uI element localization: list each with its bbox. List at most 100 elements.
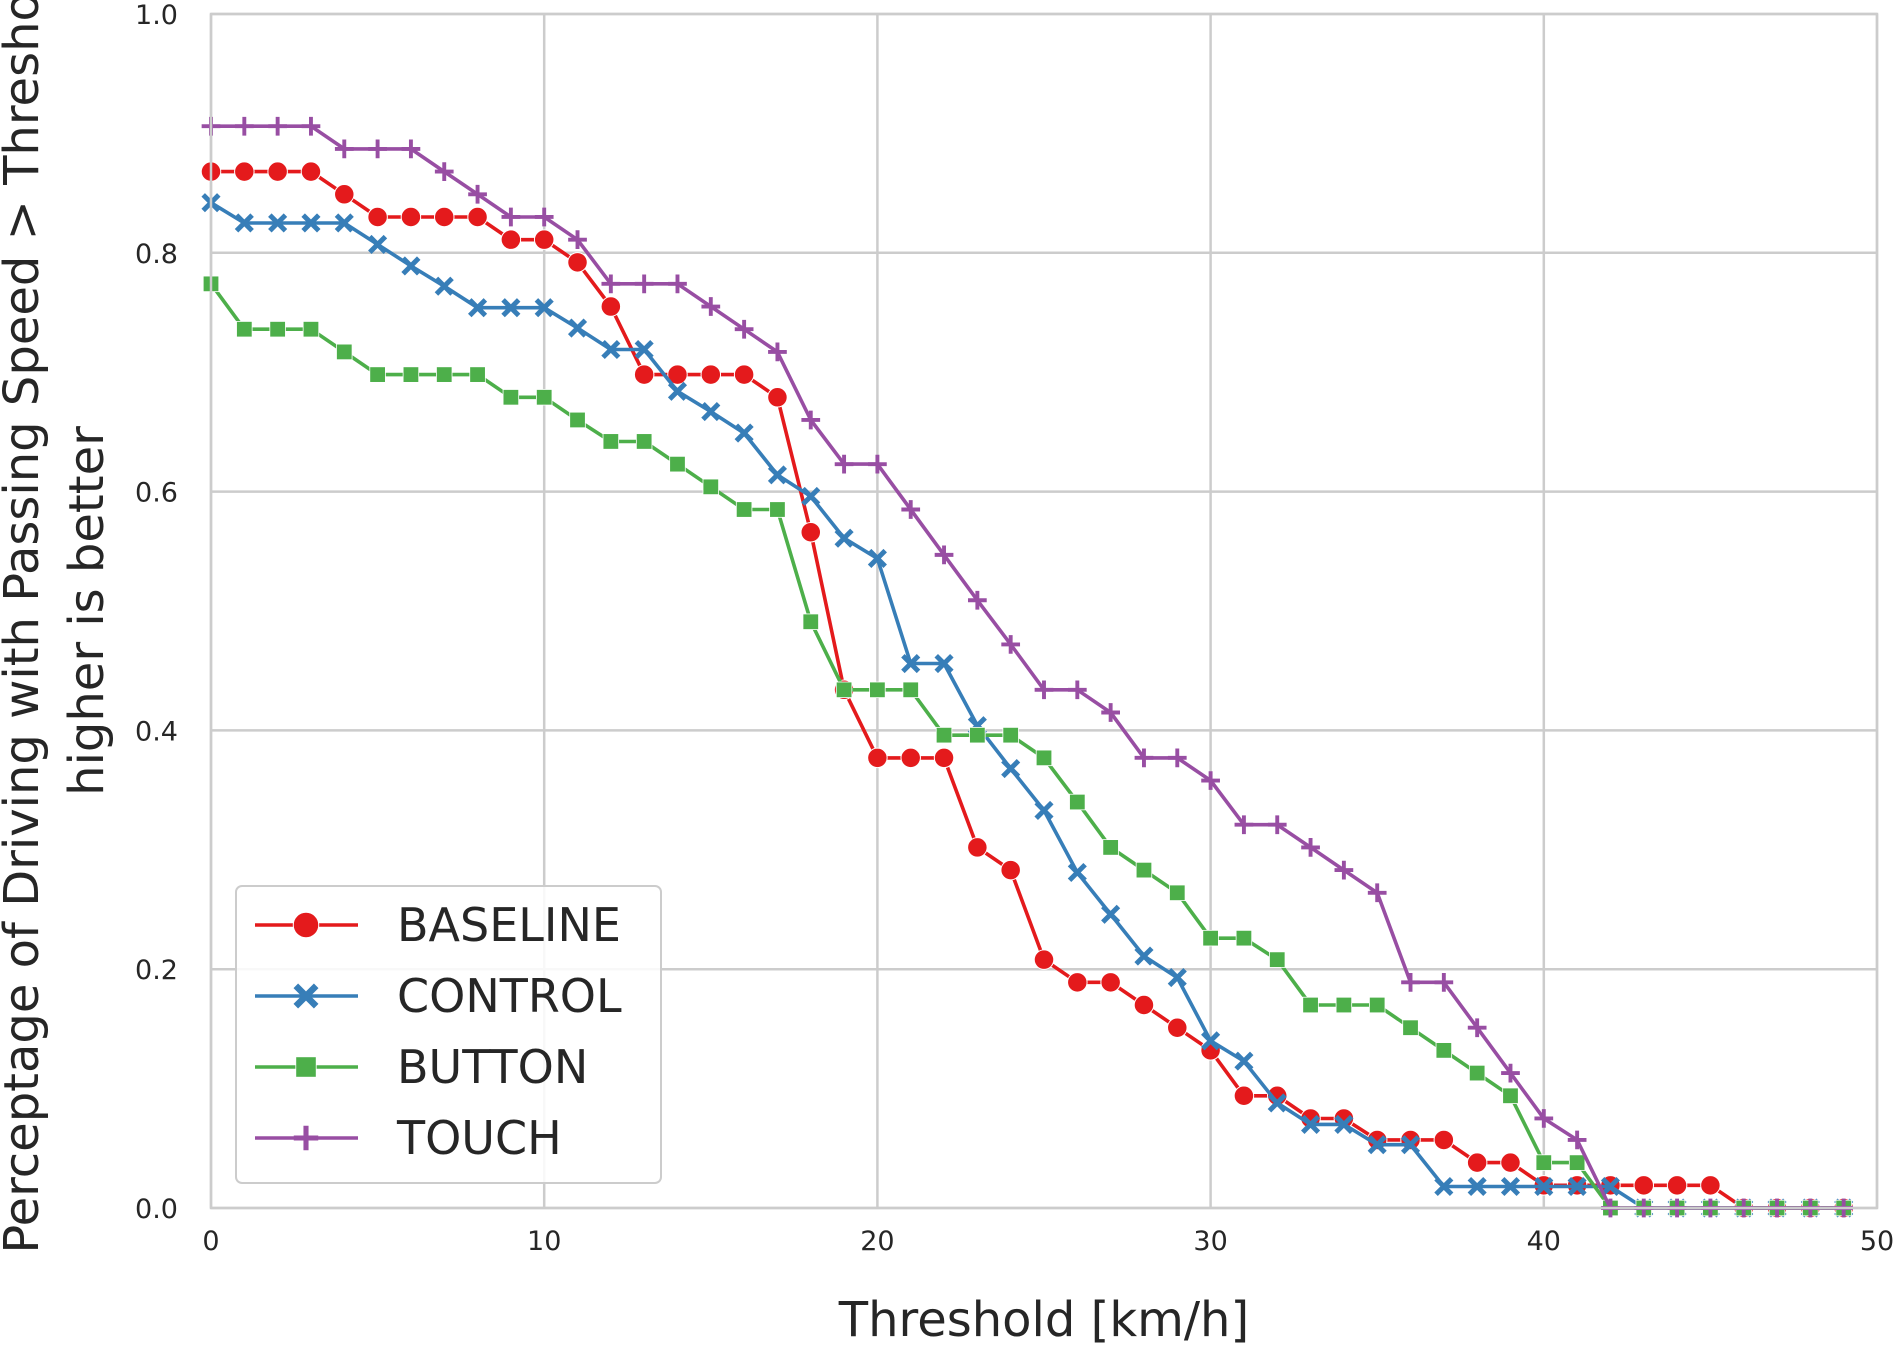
button-point xyxy=(1169,884,1186,901)
touch-point xyxy=(601,274,621,294)
baseline-point xyxy=(1700,1175,1721,1196)
x-tick-label: 30 xyxy=(1193,1226,1227,1257)
baseline-point xyxy=(1233,1085,1255,1107)
control-point xyxy=(601,339,621,360)
touch-point xyxy=(934,545,954,565)
control-point xyxy=(1334,1114,1354,1134)
control-point xyxy=(634,339,654,360)
baseline-point xyxy=(1100,972,1121,993)
control-point xyxy=(401,256,421,276)
control-point xyxy=(534,298,554,318)
touch-point xyxy=(1267,815,1287,835)
baseline-point xyxy=(367,206,388,228)
control-point xyxy=(1567,1176,1587,1197)
button-point xyxy=(969,726,986,744)
baseline-point xyxy=(433,206,455,228)
button-point xyxy=(1435,1042,1453,1059)
control-point xyxy=(901,653,921,674)
touch-point xyxy=(1467,1018,1487,1038)
control-point xyxy=(1301,1114,1321,1134)
button-point xyxy=(735,501,753,518)
y-tick-label: 1.0 xyxy=(135,0,178,31)
control-point xyxy=(468,298,488,318)
control-point xyxy=(801,486,821,506)
legend-entry-button: BUTTON xyxy=(255,1040,588,1094)
button-point xyxy=(835,681,853,699)
touch-point xyxy=(1167,748,1187,768)
control-point xyxy=(1167,968,1187,988)
baseline-point xyxy=(467,206,488,228)
button-point xyxy=(336,343,353,361)
button-point xyxy=(802,613,819,630)
button-point xyxy=(669,455,686,473)
baseline-point xyxy=(667,364,688,385)
baseline-point xyxy=(900,747,921,769)
button-point xyxy=(1369,996,1386,1014)
touch-point xyxy=(1434,972,1454,992)
control-point xyxy=(834,528,854,548)
button-point xyxy=(269,321,286,338)
button-point xyxy=(869,681,886,699)
button-point xyxy=(935,726,953,744)
button-point xyxy=(402,366,420,383)
y-tick-label: 0.6 xyxy=(135,478,178,509)
control-point xyxy=(368,234,388,254)
touch-point xyxy=(234,116,254,136)
legend-label: CONTROL xyxy=(397,969,622,1023)
touch-point xyxy=(1234,815,1254,835)
button-point xyxy=(769,501,786,518)
touch-point xyxy=(568,230,587,250)
button-point xyxy=(1269,951,1286,968)
touch-point xyxy=(334,139,354,159)
button-point xyxy=(1335,996,1353,1014)
button-point xyxy=(502,389,520,406)
button-point xyxy=(602,433,620,450)
control-point xyxy=(1434,1176,1454,1197)
touch-point xyxy=(1567,1130,1587,1150)
legend-box xyxy=(235,885,662,1184)
button-point xyxy=(635,433,653,450)
baseline-point xyxy=(500,229,522,250)
button-point xyxy=(902,681,919,699)
legend-entry-baseline: BASELINE xyxy=(255,898,621,952)
baseline-point xyxy=(800,521,822,543)
y-tick-label: 0.2 xyxy=(135,955,178,986)
touch-point xyxy=(734,319,754,339)
button-point xyxy=(1402,1019,1419,1036)
baseline-point xyxy=(1500,1152,1521,1173)
touch-point xyxy=(1501,1063,1520,1083)
legend-marker xyxy=(292,911,320,939)
touch-point xyxy=(1301,838,1320,857)
control-point xyxy=(434,276,454,296)
control-point xyxy=(1067,862,1087,883)
baseline-point xyxy=(300,161,322,182)
control-point xyxy=(1400,1135,1421,1155)
touch-line xyxy=(211,124,1844,1210)
baseline-point xyxy=(967,837,988,858)
baseline-point xyxy=(1433,1129,1455,1151)
legend: BASELINE CONTROL BUTTON TOUCH xyxy=(235,885,662,1184)
legend-label: BASELINE xyxy=(397,898,621,952)
touch-series xyxy=(201,116,1854,1218)
touch-point xyxy=(1401,972,1420,992)
legend-label: BUTTON xyxy=(397,1040,588,1094)
touch-point xyxy=(901,500,921,519)
baseline-point xyxy=(567,252,588,273)
touch-point xyxy=(868,454,887,474)
y-axis-title-line1: Perceptage of Driving with Passing Speed… xyxy=(0,0,50,1254)
y-tick-label: 0.0 xyxy=(135,1194,178,1225)
control-point xyxy=(1201,1031,1221,1051)
touch-point xyxy=(1067,680,1087,700)
control-point xyxy=(268,213,288,233)
y-tick-label: 0.4 xyxy=(135,716,178,747)
touch-point xyxy=(634,274,654,294)
touch-point xyxy=(1001,635,1021,654)
button-point xyxy=(436,366,453,383)
button-point xyxy=(1468,1064,1486,1082)
baseline-point xyxy=(1000,859,1021,881)
control-point xyxy=(301,213,321,233)
control-point xyxy=(1500,1176,1521,1197)
button-point xyxy=(1235,929,1253,947)
touch-point xyxy=(468,184,487,204)
button-point xyxy=(1535,1154,1553,1171)
